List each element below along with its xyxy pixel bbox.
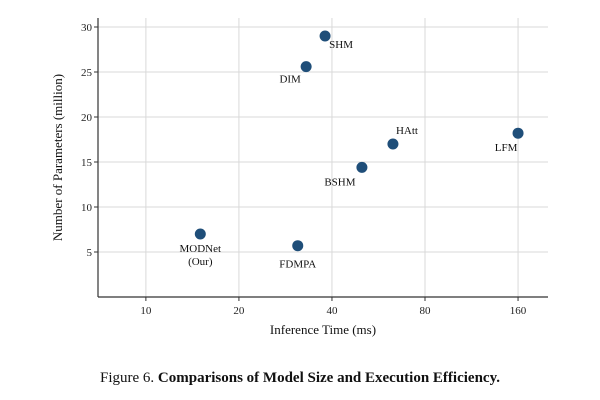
y-tick-label-2: 15: [81, 157, 93, 169]
point-label-bshm: BSHM: [324, 176, 355, 188]
y-tick-label-3: 20: [81, 112, 93, 124]
data-points: MODNet(Our) FDMPA DIM SHM BSHM HAtt LFM: [180, 30, 524, 271]
caption-title: Comparisons of Model Size and Execution …: [157, 370, 500, 386]
point-label-fdmpa: FDMPA: [279, 259, 316, 271]
point-label-shm: SHM: [329, 39, 353, 51]
x-tick-label-3: 80: [420, 305, 432, 317]
x-tick-label-2: 40: [326, 305, 338, 317]
point-modnet: [194, 228, 206, 240]
point-hatt: [387, 138, 399, 150]
point-label-hatt: HAtt: [396, 125, 418, 137]
point-bshm: [356, 161, 368, 173]
point-shm: [319, 30, 331, 42]
point-label-modnet: MODNet: [180, 243, 222, 255]
ticks: 10 20 40 80 160 5 10 15 20 25 30: [81, 22, 527, 317]
axes: [97, 18, 548, 298]
y-axis-label: Number of Parameters (million): [50, 74, 65, 241]
x-axis-label: Inference Time (ms): [270, 322, 376, 337]
grid: [98, 18, 548, 297]
y-tick-label-0: 5: [87, 247, 93, 259]
x-tick-label-0: 10: [140, 305, 152, 317]
y-tick-label-5: 30: [81, 22, 93, 34]
y-tick-label-1: 10: [81, 202, 93, 214]
y-tick-label-4: 25: [81, 67, 93, 79]
point-sublabel-modnet: (Our): [188, 256, 213, 268]
point-lfm: [512, 127, 524, 139]
point-dim: [300, 61, 312, 73]
x-tick-label-1: 20: [233, 305, 245, 317]
point-label-dim: DIM: [279, 74, 301, 86]
scatter-chart: 10 20 40 80 160 5 10 15 20 25 30 MODNet(Our) FDMPA D…: [50, 18, 548, 337]
caption-prefix: Figure 6.: [100, 370, 158, 386]
figure-caption: Figure 6. Comparisons of Model Size and …: [0, 370, 600, 387]
point-label-lfm: LFM: [495, 142, 518, 154]
point-fdmpa: [292, 240, 304, 252]
x-tick-label-4: 160: [510, 305, 527, 317]
